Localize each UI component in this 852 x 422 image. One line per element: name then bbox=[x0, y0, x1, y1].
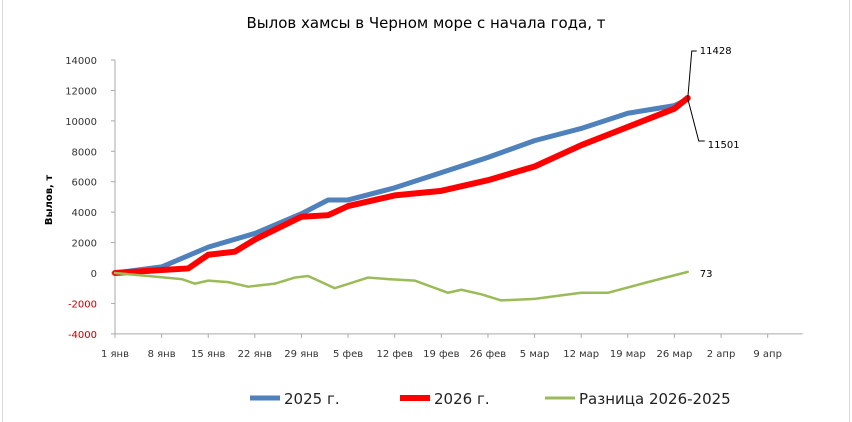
x-tick-label: 19 мар bbox=[610, 349, 646, 360]
annotation-2026-value: 11501 bbox=[708, 140, 740, 151]
y-tick-label: 6000 bbox=[72, 178, 97, 189]
y-tick-label: 2000 bbox=[72, 239, 97, 250]
x-tick-label: 5 мар bbox=[520, 349, 550, 360]
legend-label-1: 2026 г. bbox=[434, 390, 490, 408]
y-tick-label: -2000 bbox=[68, 299, 97, 310]
chart-title: Вылов хамсы в Черном море с начала года,… bbox=[247, 14, 606, 32]
x-tick-label: 9 апр bbox=[753, 349, 782, 360]
y-tick-label: 10000 bbox=[65, 117, 97, 128]
x-tick-label: 8 янв bbox=[148, 349, 176, 360]
y-tick-label: -4000 bbox=[68, 330, 97, 341]
legend-label-0: 2025 г. bbox=[284, 390, 340, 408]
x-tick-label: 5 фев bbox=[333, 349, 363, 360]
x-tick-label: 22 янв bbox=[238, 349, 272, 360]
x-tick-label: 26 фев bbox=[470, 349, 507, 360]
x-tick-label: 29 янв bbox=[284, 349, 318, 360]
legend-label-2: Разница 2026-2025 bbox=[579, 390, 731, 408]
y-tick-label: 4000 bbox=[72, 208, 97, 219]
annotation-diff-value: 73 bbox=[700, 269, 713, 280]
y-tick-label: 12000 bbox=[65, 86, 97, 97]
x-tick-label: 2 апр bbox=[707, 349, 736, 360]
x-tick-label: 12 фев bbox=[376, 349, 413, 360]
x-tick-label: 12 мар bbox=[563, 349, 599, 360]
x-tick-label: 1 янв bbox=[101, 349, 129, 360]
series-line-2 bbox=[113, 270, 690, 302]
leader-line-2026 bbox=[687, 98, 705, 142]
annotation-2025-value: 11428 bbox=[700, 46, 732, 57]
y-tick-label: 8000 bbox=[72, 147, 97, 158]
series-line-1 bbox=[112, 95, 691, 276]
y-tick-label: 0 bbox=[91, 269, 97, 280]
series-line-0 bbox=[112, 96, 691, 276]
x-tick-label: 15 янв bbox=[191, 349, 225, 360]
y-tick-label: 14000 bbox=[65, 56, 97, 67]
leader-line-2025 bbox=[687, 50, 697, 99]
x-tick-label: 26 мар bbox=[656, 349, 692, 360]
x-tick-label: 19 фев bbox=[423, 349, 460, 360]
y-axis-label: Вылов, т bbox=[44, 175, 55, 225]
